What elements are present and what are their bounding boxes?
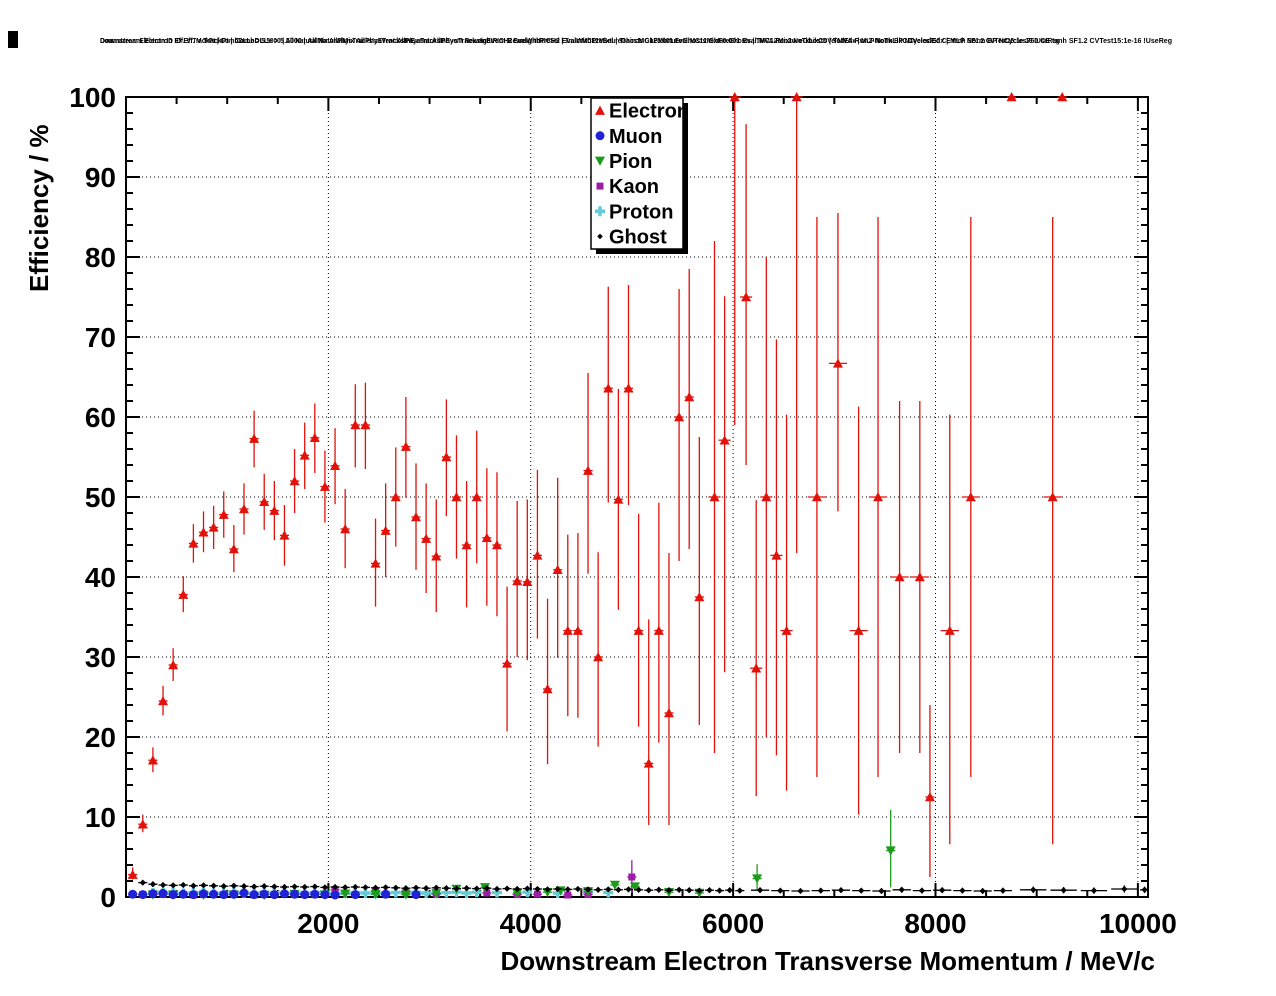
legend-label: Proton [609, 201, 673, 223]
series-muon [128, 888, 421, 900]
chart-title: Downstream Electron ID Eff. V TrackPt | … [100, 36, 1060, 45]
y-tick-label: 100 [69, 82, 116, 113]
y-axis-label: Efficiency / % [24, 124, 54, 292]
legend-label: Ghost [609, 226, 667, 248]
x-tick-label: 10000 [1099, 908, 1177, 939]
legend-entry-electron [595, 105, 605, 115]
chart-title-svg: Downstream Electron ID Eff. V TrackPt | … [100, 36, 1172, 45]
x-tick-label: 8000 [904, 908, 966, 939]
y-tick-label: 70 [85, 322, 116, 353]
y-tick-label: 80 [85, 242, 116, 273]
legend-label: Pion [609, 151, 652, 173]
y-tick-label: 10 [85, 802, 116, 833]
legend-entry-kaon [596, 182, 604, 190]
legend-label: Muon [609, 126, 662, 148]
legend-entry-ghost [597, 233, 603, 240]
legend-label: Kaon [609, 176, 659, 198]
y-tick-label: 20 [85, 722, 116, 753]
y-tick-label: 60 [85, 402, 116, 433]
y-tick-label: 50 [85, 482, 116, 513]
y-tick-label: 90 [85, 162, 116, 193]
x-tick-label: 6000 [702, 908, 764, 939]
series-electron [127, 92, 1068, 880]
x-axis-label: Downstream Electron Transverse Momentum … [500, 946, 1155, 976]
y-tick-label: 30 [85, 642, 116, 673]
legend-label: Electron [609, 101, 689, 123]
x-tick-label: 4000 [500, 908, 562, 939]
x-tick-label: 2000 [297, 908, 359, 939]
series-ghost [138, 879, 1148, 895]
legend [590, 97, 688, 254]
legend-entry-muon [595, 131, 605, 141]
legend-entry-proton [595, 206, 605, 217]
canvas-corner-artifact [8, 31, 18, 48]
y-tick-label: 0 [100, 882, 116, 913]
legend-entry-pion [595, 156, 605, 166]
y-tick-label: 40 [85, 562, 116, 593]
